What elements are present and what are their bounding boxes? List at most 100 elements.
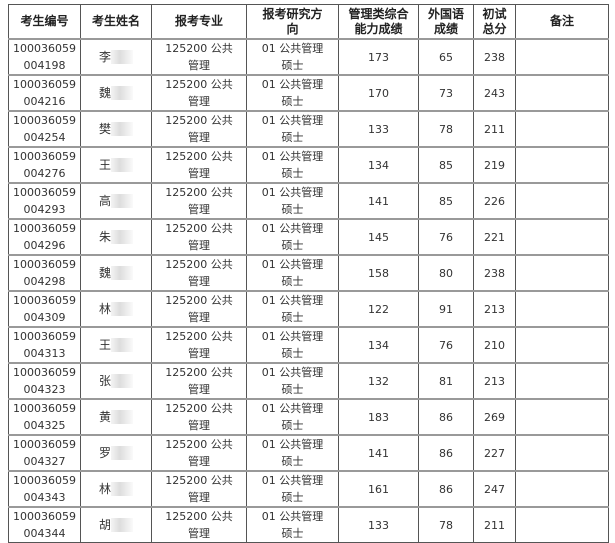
major-line-1: 125200 公共 (165, 330, 233, 343)
header-name: 考生姓名 (80, 4, 152, 40)
major-line-1: 125200 公共 (165, 114, 233, 127)
major-line-1: 125200 公共 (165, 294, 233, 307)
name-redaction (111, 50, 133, 64)
management-score: 134 (338, 326, 419, 364)
candidate-name: 张 (80, 362, 152, 400)
management-score: 133 (338, 110, 419, 148)
name-redaction (111, 338, 133, 352)
candidate-name: 王 (80, 326, 152, 364)
direction-line-1: 01 公共管理 (261, 78, 324, 91)
candidate-id: 100036059 004298 (8, 254, 81, 292)
major: 125200 公共 管理 (151, 110, 247, 148)
name-visible: 李 (98, 49, 111, 64)
id-line-2: 004327 (23, 455, 66, 468)
direction-line-1: 01 公共管理 (261, 474, 324, 487)
direction: 01 公共管理 硕士 (246, 182, 339, 220)
candidate-name: 高 (80, 182, 152, 220)
direction: 01 公共管理 硕士 (246, 290, 339, 328)
major-line-2: 管理 (188, 419, 210, 432)
direction-line-1: 01 公共管理 (261, 330, 324, 343)
table-row: 100036059 004216 魏 125200 公共 管理 01 公共管理 硕士 170 7… (8, 74, 609, 112)
header-direction: 报考研究方向 (246, 4, 339, 40)
table-row: 100036059 004298 魏 125200 公共 管理 01 公共管理 硕士 158 8… (8, 254, 609, 292)
name-redaction (111, 446, 133, 460)
total-score: 247 (473, 470, 516, 508)
major-line-2: 管理 (188, 491, 210, 504)
id-line-2: 004293 (23, 203, 66, 216)
candidate-name: 黄 (80, 398, 152, 436)
id-line-1: 100036059 (13, 474, 76, 487)
direction: 01 公共管理 硕士 (246, 326, 339, 364)
name-visible: 黄 (98, 409, 111, 424)
foreign-language-score: 76 (418, 326, 474, 364)
header-major: 报考专业 (151, 4, 247, 40)
direction: 01 公共管理 硕士 (246, 146, 339, 184)
major-line-2: 管理 (188, 527, 210, 540)
total-score: 238 (473, 254, 516, 292)
name-visible: 林 (98, 301, 111, 316)
total-score: 213 (473, 362, 516, 400)
table-row: 100036059 004198 李 125200 公共 管理 01 公共管理 硕士 173 6… (8, 38, 609, 76)
direction-line-1: 01 公共管理 (261, 510, 324, 523)
note (515, 74, 609, 112)
management-score: 122 (338, 290, 419, 328)
name-visible: 樊 (98, 121, 111, 136)
major: 125200 公共 管理 (151, 74, 247, 112)
id-line-1: 100036059 (13, 438, 76, 451)
candidate-id: 100036059 004309 (8, 290, 81, 328)
id-line-2: 004313 (23, 347, 66, 360)
direction-line-2: 硕士 (281, 203, 304, 216)
id-line-1: 100036059 (13, 78, 76, 91)
major: 125200 公共 管理 (151, 506, 247, 543)
direction-line-2: 硕士 (281, 347, 304, 360)
table-row: 100036059 004296 朱 125200 公共 管理 01 公共管理 硕士 145 7… (8, 218, 609, 256)
header-note: 备注 (515, 4, 609, 40)
name-visible: 胡 (98, 517, 111, 532)
direction-line-1: 01 公共管理 (261, 438, 324, 451)
candidate-name: 李 (80, 38, 152, 76)
name-visible: 魏 (98, 265, 111, 280)
direction-line-2: 硕士 (281, 311, 304, 324)
major-line-1: 125200 公共 (165, 510, 233, 523)
direction-line-1: 01 公共管理 (261, 258, 324, 271)
id-line-1: 100036059 (13, 330, 76, 343)
candidate-id: 100036059 004325 (8, 398, 81, 436)
major-line-1: 125200 公共 (165, 78, 233, 91)
direction-line-1: 01 公共管理 (261, 294, 324, 307)
direction: 01 公共管理 硕士 (246, 38, 339, 76)
total-score: 210 (473, 326, 516, 364)
foreign-language-score: 76 (418, 218, 474, 256)
name-redaction (111, 194, 133, 208)
table-row: 100036059 004313 王 125200 公共 管理 01 公共管理 硕士 134 7… (8, 326, 609, 364)
foreign-language-score: 78 (418, 110, 474, 148)
table-row: 100036059 004344 胡 125200 公共 管理 01 公共管理 硕士 133 7… (8, 506, 609, 543)
direction-line-1: 01 公共管理 (261, 366, 324, 379)
total-score: 227 (473, 434, 516, 472)
candidate-name: 林 (80, 470, 152, 508)
name-redaction (111, 374, 133, 388)
id-line-1: 100036059 (13, 222, 76, 235)
direction-line-2: 硕士 (281, 491, 304, 504)
candidate-id: 100036059 004313 (8, 326, 81, 364)
major: 125200 公共 管理 (151, 218, 247, 256)
direction-line-1: 01 公共管理 (261, 186, 324, 199)
note (515, 470, 609, 508)
id-line-2: 004254 (23, 131, 66, 144)
management-score: 158 (338, 254, 419, 292)
note (515, 434, 609, 472)
id-line-2: 004216 (23, 95, 66, 108)
id-line-1: 100036059 (13, 258, 76, 271)
id-line-1: 100036059 (13, 294, 76, 307)
major: 125200 公共 管理 (151, 290, 247, 328)
direction: 01 公共管理 硕士 (246, 254, 339, 292)
candidate-id: 100036059 004344 (8, 506, 81, 543)
name-visible: 林 (98, 481, 111, 496)
id-line-2: 004198 (23, 59, 66, 72)
major: 125200 公共 管理 (151, 326, 247, 364)
note (515, 290, 609, 328)
name-redaction (111, 482, 133, 496)
direction-line-2: 硕士 (281, 239, 304, 252)
table-row: 100036059 004309 林 125200 公共 管理 01 公共管理 硕士 122 9… (8, 290, 609, 328)
name-visible: 朱 (98, 229, 111, 244)
note (515, 254, 609, 292)
